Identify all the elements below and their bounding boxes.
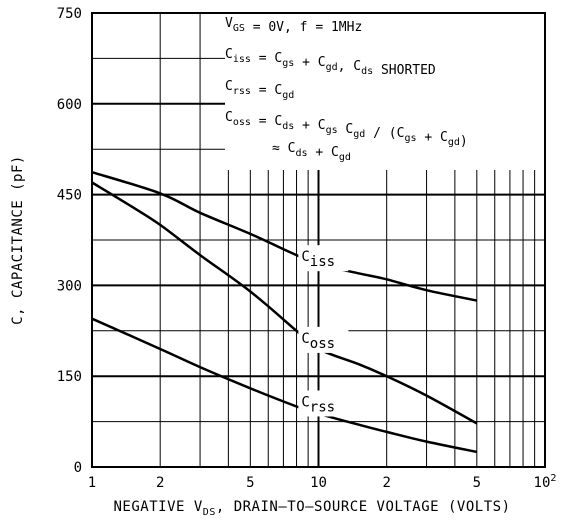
- annotation-line: Coss = Cds + Cgs Cgd / (Cgs + Cgd): [225, 110, 468, 149]
- series-label-bg: [298, 326, 349, 353]
- series-label-bg: [298, 390, 349, 417]
- x-axis-label: NEGATIVE VDS, DRAIN–TO–SOURCE VOLTAGE (V…: [114, 499, 511, 518]
- series-label-ciss: Ciss: [301, 249, 335, 270]
- x-axis-label-suffix: , DRAIN–TO–SOURCE VOLTAGE (VOLTS): [216, 499, 511, 515]
- y-tick-label: 600: [57, 97, 82, 113]
- x-tick-label: 2: [382, 475, 390, 491]
- series-label-crss: Crss: [301, 394, 335, 415]
- plot-frame: [91, 12, 546, 468]
- x-tick-label: 2: [156, 475, 164, 491]
- curves: Ciss Coss Crss: [91, 171, 478, 454]
- y-tick-label: 150: [57, 369, 82, 385]
- annotation-line: Crss = Cgd: [225, 79, 294, 101]
- x-tick-label: 102: [534, 473, 557, 491]
- grid: [92, 13, 545, 467]
- series-label-coss: Coss: [301, 331, 335, 352]
- y-tick-label: 750: [57, 6, 82, 22]
- series-line-coss: [91, 181, 478, 425]
- y-tick-label: 0: [74, 460, 82, 476]
- series-line-crss: [91, 317, 478, 454]
- series-line-ciss: [91, 171, 478, 302]
- x-axis-label-prefix: NEGATIVE V: [114, 499, 203, 515]
- annotations: VGS = 0V, f = 1MHz Ciss = Cgs + Cgd, Cds …: [225, 16, 468, 163]
- x-tick-label: 1: [88, 475, 96, 491]
- y-tick-label: 300: [57, 278, 82, 294]
- annotation-line: VGS = 0V, f = 1MHz: [225, 16, 362, 35]
- annotation-line: Ciss = Cgs + Cgd, Cds SHORTED: [225, 47, 436, 78]
- annotation-line: ≈ Cds + Cgd: [272, 141, 351, 163]
- x-axis-label-sub: DS: [203, 507, 216, 518]
- x-tick-label: 5: [473, 475, 481, 491]
- series-label-bg: [298, 245, 349, 272]
- annotation-background: [225, 14, 544, 170]
- x-tick-label: 5: [246, 475, 254, 491]
- x-tick-label: 10: [310, 475, 327, 491]
- y-axis-label: C, CAPACITANCE (pF): [10, 155, 26, 325]
- y-tick-label: 450: [57, 188, 82, 204]
